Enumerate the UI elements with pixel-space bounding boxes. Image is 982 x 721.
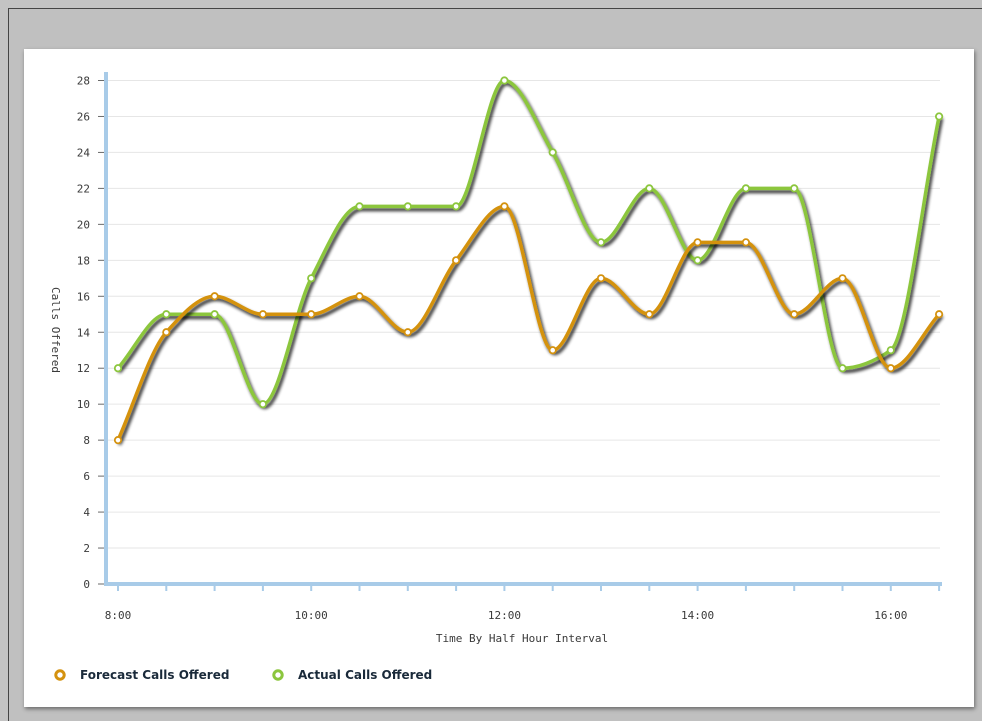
legend: Forecast Calls Offered Actual Calls Offer… [54,668,432,682]
forecast-calls-offered-legend-marker [54,669,66,681]
forecast-calls-offered-point[interactable] [886,364,895,373]
x-tick-label: 8:00 [105,609,132,622]
actual-calls-offered-point[interactable] [886,346,895,355]
y-tick-label: 14 [77,326,91,339]
x-tick-label: 16:00 [874,609,907,622]
forecast-calls-offered-point[interactable] [548,346,557,355]
y-tick-label: 4 [83,506,90,519]
actual-calls-offered-point[interactable] [355,202,364,211]
actual-calls-offered-point[interactable] [210,310,219,319]
y-tick-label: 26 [77,110,90,123]
actual-calls-offered-point[interactable] [500,76,509,85]
actual-calls-offered-legend-marker [272,669,284,681]
forecast-calls-offered-point[interactable] [403,328,412,337]
x-tick-label: 12:00 [488,609,521,622]
y-tick-label: 10 [77,398,90,411]
y-tick-label: 16 [77,290,90,303]
forecast-calls-offered-point[interactable] [934,310,944,319]
actual-calls-offered-point[interactable] [548,148,557,157]
actual-calls-offered-line [116,78,941,406]
y-axis-title: Calls Offered [49,287,62,373]
forecast-calls-offered-point[interactable] [258,310,267,319]
x-tick-label: 10:00 [295,609,328,622]
x-axis-title: Time By Half Hour Interval [436,632,608,645]
y-tick-label: 0 [83,578,90,591]
actual-calls-offered-point[interactable] [258,400,267,409]
grid-lines [108,80,940,549]
actual-calls-offered-point[interactable] [838,364,847,373]
actual-calls-offered-point[interactable] [307,274,316,283]
y-tick-label: 6 [83,470,90,483]
forecast-calls-offered-point[interactable] [113,436,123,445]
forecast-calls-offered-point[interactable] [596,274,606,283]
chart-panel [24,49,974,707]
y-tick-label: 2 [83,542,90,555]
actual-calls-offered-point[interactable] [596,238,606,247]
actual-calls-offered-point[interactable] [693,256,702,265]
actual-calls-offered-point[interactable] [741,184,751,193]
actual-calls-offered-point[interactable] [451,202,461,211]
forecast-calls-offered-point[interactable] [741,238,751,247]
forecast-calls-offered-point[interactable] [210,292,219,301]
data-points [113,76,944,445]
forecast-calls-offered-point[interactable] [451,256,461,265]
forecast-calls-offered-point[interactable] [307,310,316,319]
actual-calls-offered-point[interactable] [790,184,799,193]
forecast-calls-offered-legend-label: Forecast Calls Offered [80,668,229,682]
y-tick-label: 24 [77,146,91,159]
actual-calls-offered-point[interactable] [162,310,171,319]
actual-calls-offered-point[interactable] [934,112,944,121]
actual-calls-offered-point[interactable] [645,184,654,193]
forecast-calls-offered-point[interactable] [645,310,654,319]
forecast-calls-offered-point[interactable] [500,202,509,211]
forecast-calls-offered-line [116,204,941,442]
y-tick-label: 28 [77,75,90,88]
x-tick-label: 14:00 [681,609,714,622]
actual-calls-offered-point[interactable] [113,364,123,373]
actual-calls-offered-point[interactable] [403,202,412,211]
y-tick-label: 12 [77,362,90,375]
y-tick-label: 22 [77,182,90,195]
y-tick-label: 18 [77,254,90,267]
forecast-calls-offered-point[interactable] [355,292,364,301]
forecast-calls-offered-point[interactable] [790,310,799,319]
y-tick-label: 8 [83,434,90,447]
actual-calls-offered-legend-label: Actual Calls Offered [298,668,432,682]
y-tick-label: 20 [77,218,90,231]
forecast-calls-offered-point[interactable] [838,274,847,283]
forecast-calls-offered-point[interactable] [162,328,171,337]
forecast-calls-offered-point[interactable] [693,238,702,247]
